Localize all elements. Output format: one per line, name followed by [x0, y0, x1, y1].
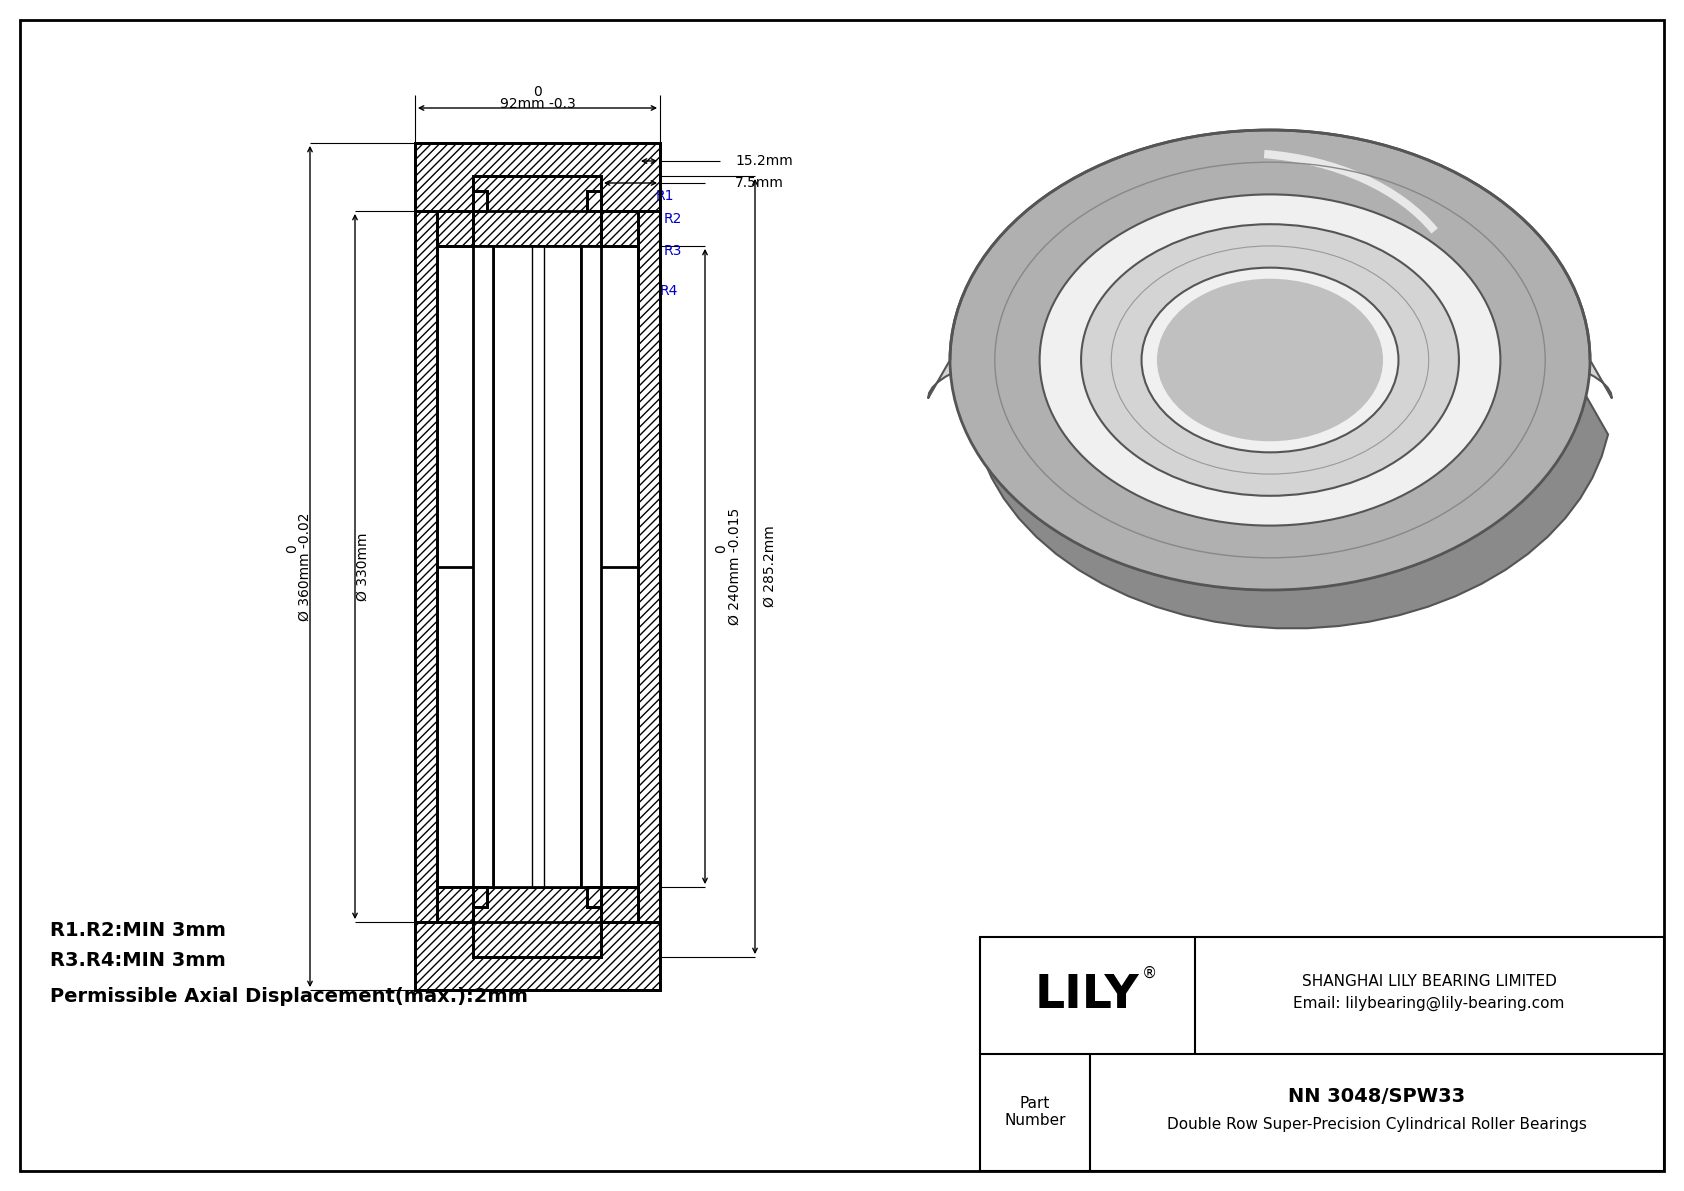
Text: Part
Number: Part Number	[1004, 1096, 1066, 1128]
Text: SHANGHAI LILY BEARING LIMITED: SHANGHAI LILY BEARING LIMITED	[1302, 973, 1556, 989]
Bar	[438, 887, 473, 922]
Bar	[473, 247, 493, 887]
Bar	[438, 211, 473, 247]
Bar	[473, 176, 601, 247]
Bar	[588, 191, 601, 211]
Bar	[601, 211, 638, 247]
Bar	[588, 887, 601, 908]
Bar	[473, 887, 487, 908]
Text: 92mm -0.3: 92mm -0.3	[500, 96, 576, 111]
Text: Email: lilybearing@lily-bearing.com: Email: lilybearing@lily-bearing.com	[1293, 996, 1564, 1011]
Ellipse shape	[1081, 224, 1458, 495]
Bar	[438, 211, 473, 247]
Bar	[414, 211, 438, 922]
Bar	[581, 247, 601, 887]
Text: R3: R3	[663, 244, 682, 258]
Text: Permissible Axial Displacement(max.):2mm: Permissible Axial Displacement(max.):2mm	[51, 987, 527, 1006]
Text: Double Row Super-Precision Cylindrical Roller Bearings: Double Row Super-Precision Cylindrical R…	[1167, 1116, 1586, 1131]
Text: 15.2mm: 15.2mm	[734, 154, 793, 168]
Bar	[414, 922, 660, 990]
Text: Ø 360mm -0.02: Ø 360mm -0.02	[298, 512, 312, 621]
Ellipse shape	[1157, 279, 1383, 441]
Bar	[473, 887, 601, 958]
Text: R1.R2:MIN 3mm: R1.R2:MIN 3mm	[51, 921, 226, 940]
Text: LILY: LILY	[1034, 973, 1140, 1017]
Bar	[601, 887, 638, 922]
Ellipse shape	[950, 130, 1590, 590]
Bar	[414, 922, 660, 990]
Bar	[414, 143, 660, 211]
Text: R2: R2	[663, 212, 682, 226]
Text: 7.5mm: 7.5mm	[734, 176, 783, 191]
Bar	[601, 211, 638, 247]
Bar	[473, 191, 487, 211]
Text: R4: R4	[660, 283, 679, 298]
Polygon shape	[953, 395, 1608, 628]
Text: Ø 330mm: Ø 330mm	[355, 532, 370, 600]
Text: 0: 0	[534, 85, 542, 99]
Polygon shape	[928, 291, 1612, 399]
Bar	[588, 191, 601, 211]
Ellipse shape	[1039, 194, 1500, 525]
Bar	[473, 887, 487, 908]
Text: Ø 240mm -0.015: Ø 240mm -0.015	[727, 507, 743, 625]
Bar	[588, 887, 601, 908]
Bar	[438, 887, 473, 922]
Text: NN 3048/SPW33: NN 3048/SPW33	[1288, 1087, 1465, 1106]
Text: R1: R1	[655, 189, 674, 202]
Text: Ø 285.2mm: Ø 285.2mm	[763, 525, 776, 607]
Text: ®: ®	[1142, 966, 1157, 980]
Text: 0: 0	[714, 544, 727, 553]
Bar	[414, 143, 660, 990]
Bar	[638, 211, 660, 922]
Bar	[601, 887, 638, 922]
Bar	[980, 937, 1664, 1171]
Bar	[493, 247, 581, 887]
Text: R3.R4:MIN 3mm: R3.R4:MIN 3mm	[51, 950, 226, 969]
Ellipse shape	[1142, 268, 1398, 453]
Bar	[414, 211, 438, 922]
Bar	[473, 887, 601, 958]
Bar	[473, 191, 487, 211]
Bar	[638, 211, 660, 922]
Bar	[414, 143, 660, 211]
Text: 0: 0	[285, 544, 300, 553]
Bar	[473, 176, 601, 247]
